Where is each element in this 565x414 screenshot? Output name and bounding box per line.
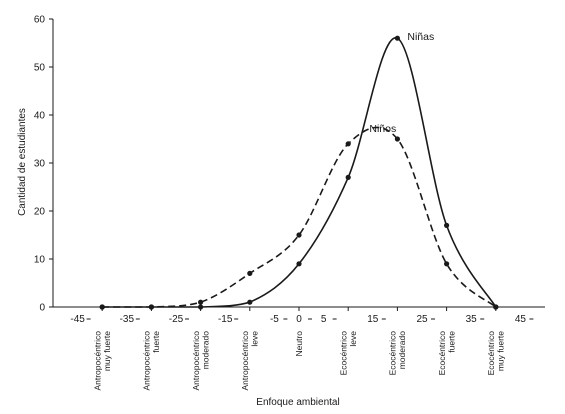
data-point (345, 141, 351, 147)
category-label: leve (250, 331, 260, 347)
data-point (99, 304, 105, 310)
y-axis-ticks: 0 10 20 30 40 50 60 (34, 15, 53, 314)
y-tick-label: 0 (39, 303, 45, 314)
category-label: fuerte (151, 331, 161, 353)
x-tick-label: 45 (515, 314, 527, 325)
data-point (444, 222, 450, 228)
category-label: muy fuerte (496, 331, 506, 371)
category-label: Ecocéntrico (437, 331, 447, 376)
series-label: Niñas (407, 31, 434, 43)
category-label: Neutro (294, 331, 304, 357)
x-tick-label: -45 (70, 314, 85, 325)
category-label: fuerte (446, 331, 456, 353)
x-axis-title: Enfoque ambiental (256, 397, 339, 408)
category-label: leve (348, 331, 358, 347)
data-point (444, 261, 450, 267)
y-tick-label: 10 (34, 255, 46, 266)
series-label: Niños (369, 123, 396, 135)
category-label: moderado (200, 331, 210, 370)
y-tick-label: 50 (34, 63, 46, 74)
x-tick-label: -25 (169, 314, 184, 325)
x-tick-label: -15 (218, 314, 233, 325)
category-label: Ecocéntrico (338, 331, 348, 376)
y-axis-title: Cantidad de estudiantes (17, 108, 28, 216)
category-label: Antropocéntrico (191, 331, 201, 391)
category-label: Antropocéntrico (240, 331, 250, 391)
data-point (493, 304, 499, 310)
category-labels: Antropocéntrico muy fuerte Antropocéntrico… (92, 331, 505, 391)
data-point (247, 270, 253, 276)
category-label: Antropocéntrico (142, 331, 152, 391)
category-label: muy fuerte (102, 331, 112, 371)
data-point (198, 304, 204, 310)
x-tick-label: -5 (270, 314, 279, 325)
data-point (345, 174, 351, 180)
category-label: Ecocéntrico (388, 331, 398, 376)
category-label: moderado (397, 331, 407, 370)
series-dashed: Niños (99, 123, 499, 310)
series-solid: Niñas (99, 31, 499, 310)
data-point (296, 261, 302, 267)
series-line (102, 126, 497, 308)
data-point (148, 304, 154, 310)
category-label: Antropocéntrico (92, 331, 102, 391)
y-tick-label: 20 (34, 207, 46, 218)
data-point (198, 299, 204, 305)
series-group: Niñas Niños (99, 31, 499, 310)
x-tick-label: 15 (367, 314, 379, 325)
x-tick-label: 35 (466, 314, 478, 325)
x-axis-ticks: -45 -35 -25 -15 -5 0 5 15 25 35 45 (70, 307, 534, 325)
x-tick-label: -35 (120, 314, 135, 325)
data-point (247, 299, 253, 305)
y-tick-label: 40 (34, 111, 46, 122)
category-label: Ecocéntrico (486, 331, 496, 376)
data-point (394, 136, 400, 142)
data-point (394, 35, 400, 41)
x-tick-label: 5 (321, 314, 327, 325)
data-point (296, 232, 302, 238)
x-tick-label: 25 (416, 314, 428, 325)
x-tick-label: 0 (296, 314, 302, 325)
y-tick-label: 30 (34, 159, 46, 170)
y-tick-label: 60 (34, 15, 46, 26)
series-line (102, 37, 497, 308)
